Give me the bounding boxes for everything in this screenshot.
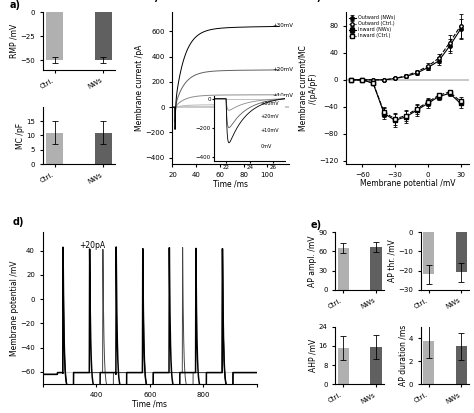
X-axis label: Time /ms: Time /ms xyxy=(132,399,167,408)
Y-axis label: Membrane potential /mV: Membrane potential /mV xyxy=(10,261,19,356)
Bar xyxy=(423,233,434,274)
Bar xyxy=(456,347,467,384)
Legend: Outward (NWs), Outward (Ctrl.), Inward (NWs), Inward (Ctrl.): Outward (NWs), Outward (Ctrl.), Inward (… xyxy=(348,15,395,39)
Text: +30mV: +30mV xyxy=(272,23,293,28)
Text: c): c) xyxy=(311,0,321,2)
Text: +20pA: +20pA xyxy=(79,240,105,249)
Text: +20mV: +20mV xyxy=(272,67,293,72)
Bar xyxy=(95,133,112,164)
Y-axis label: AP thr. /mV: AP thr. /mV xyxy=(388,240,397,282)
Bar xyxy=(46,12,63,60)
Y-axis label: RMP /mV: RMP /mV xyxy=(10,24,19,58)
Y-axis label: MC /pF: MC /pF xyxy=(16,122,25,149)
Text: a): a) xyxy=(10,0,21,10)
Bar xyxy=(370,347,382,384)
X-axis label: Time /ms: Time /ms xyxy=(213,179,248,188)
Y-axis label: Membrane current /pA: Membrane current /pA xyxy=(135,45,144,131)
Bar xyxy=(337,348,349,384)
Bar xyxy=(337,248,349,290)
Y-axis label: Membrane current/MC
/(pA/pF): Membrane current/MC /(pA/pF) xyxy=(298,45,318,131)
Y-axis label: AHP /mV: AHP /mV xyxy=(308,339,317,372)
Bar xyxy=(46,133,63,164)
X-axis label: Membrane potential /mV: Membrane potential /mV xyxy=(360,179,456,188)
Y-axis label: AP duration /ms: AP duration /ms xyxy=(398,325,407,386)
Bar xyxy=(95,12,112,60)
Y-axis label: AP ampl. /mV: AP ampl. /mV xyxy=(308,235,317,287)
Bar xyxy=(370,247,382,290)
Text: +10mV: +10mV xyxy=(272,93,293,98)
Text: e): e) xyxy=(311,220,322,230)
Bar xyxy=(423,341,434,384)
Bar xyxy=(456,233,467,273)
Text: d): d) xyxy=(13,217,24,227)
Text: b): b) xyxy=(147,0,158,2)
